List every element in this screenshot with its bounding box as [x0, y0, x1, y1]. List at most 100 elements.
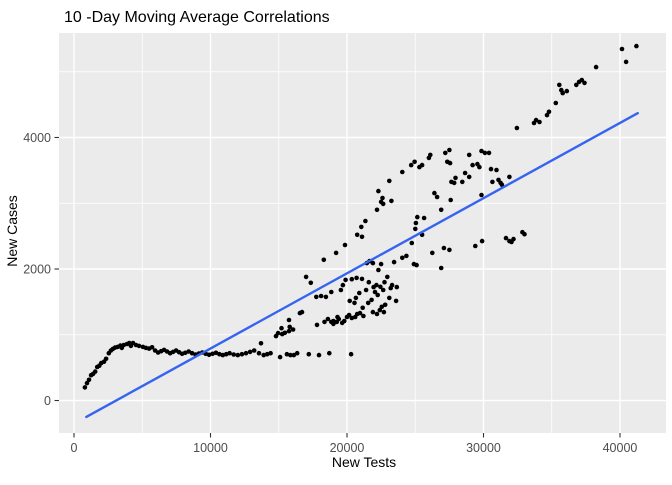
data-point	[533, 117, 539, 123]
data-point	[574, 82, 579, 88]
data-point	[479, 192, 484, 198]
data-point	[329, 289, 334, 295]
data-point	[279, 325, 284, 331]
y-axis-label: New Cases	[4, 195, 20, 267]
data-point	[321, 257, 327, 263]
minor-gridlines	[59, 33, 666, 433]
x-axis-tick-marks	[73, 433, 621, 438]
data-point	[372, 289, 378, 295]
data-point	[335, 314, 340, 320]
data-point	[343, 277, 348, 283]
data-point	[370, 309, 376, 315]
data-point	[251, 348, 257, 353]
data-point	[391, 259, 397, 265]
data-point	[488, 166, 494, 172]
data-point	[560, 90, 565, 96]
data-point	[340, 282, 346, 288]
data-point	[400, 169, 405, 175]
data-point	[470, 162, 475, 168]
data-point	[342, 242, 348, 248]
data-point	[389, 198, 394, 204]
y-axis-tick-marks	[54, 136, 59, 402]
data-point	[479, 238, 485, 244]
data-point	[333, 250, 339, 256]
data-point	[348, 351, 354, 357]
y-tick-label: 0	[44, 394, 51, 408]
data-point	[413, 220, 419, 226]
data-point	[473, 243, 478, 249]
data-point	[511, 236, 516, 242]
data-point	[579, 77, 585, 83]
data-point	[447, 147, 452, 153]
data-point	[438, 265, 444, 271]
data-point	[387, 295, 392, 301]
data-point	[482, 150, 488, 156]
data-point	[503, 235, 509, 241]
data-point	[490, 179, 495, 185]
data-point	[82, 385, 88, 390]
data-point	[409, 240, 415, 246]
data-point	[323, 294, 329, 300]
y-tick-label: 4000	[23, 131, 51, 145]
data-point	[619, 46, 625, 52]
data-point	[557, 82, 562, 88]
data-point	[359, 234, 365, 240]
data-point	[432, 190, 437, 196]
data-point	[460, 179, 465, 185]
data-point	[308, 280, 314, 286]
data-point	[623, 59, 629, 65]
data-point	[243, 350, 249, 356]
y-tick-label: 2000	[23, 263, 51, 277]
data-point	[354, 232, 360, 238]
data-point	[316, 352, 322, 358]
data-point	[370, 260, 376, 266]
data-point	[546, 109, 552, 115]
data-point	[149, 345, 155, 350]
data-point	[380, 195, 385, 201]
data-point	[400, 255, 405, 261]
data-point	[338, 287, 344, 293]
data-point	[462, 170, 468, 176]
data-point	[291, 352, 297, 358]
data-point	[322, 319, 327, 325]
x-axis-tick-labels: 0 10000 20000 30000 40000	[71, 441, 638, 455]
data-point	[374, 282, 379, 288]
data-point	[380, 287, 386, 293]
data-point	[376, 188, 381, 194]
x-tick-label: 30000	[466, 441, 501, 455]
data-point	[412, 159, 417, 165]
data-point	[593, 64, 599, 70]
data-point	[374, 207, 380, 213]
data-point	[318, 293, 324, 299]
data-point	[447, 160, 453, 166]
data-point	[363, 218, 368, 224]
data-point	[227, 350, 232, 356]
data-point	[514, 125, 520, 131]
data-point	[408, 162, 414, 168]
data-point	[419, 162, 425, 168]
x-tick-label: 0	[71, 441, 78, 455]
data-point	[327, 350, 332, 356]
data-point	[365, 300, 371, 306]
data-point	[86, 377, 92, 383]
x-tick-label: 40000	[603, 441, 638, 455]
trend-line	[85, 111, 639, 419]
data-point	[553, 100, 559, 106]
data-point	[486, 150, 492, 156]
data-point	[294, 350, 300, 356]
data-point	[352, 300, 357, 306]
data-point	[507, 174, 512, 180]
data-point	[314, 294, 319, 300]
data-point	[374, 311, 380, 317]
data-point	[306, 351, 312, 357]
data-point	[537, 119, 542, 125]
data-point	[522, 231, 527, 237]
data-point	[494, 167, 499, 173]
data-point	[361, 313, 366, 319]
data-point	[389, 282, 395, 288]
data-point	[447, 247, 452, 253]
data-point	[382, 279, 387, 285]
data-point	[415, 214, 420, 220]
